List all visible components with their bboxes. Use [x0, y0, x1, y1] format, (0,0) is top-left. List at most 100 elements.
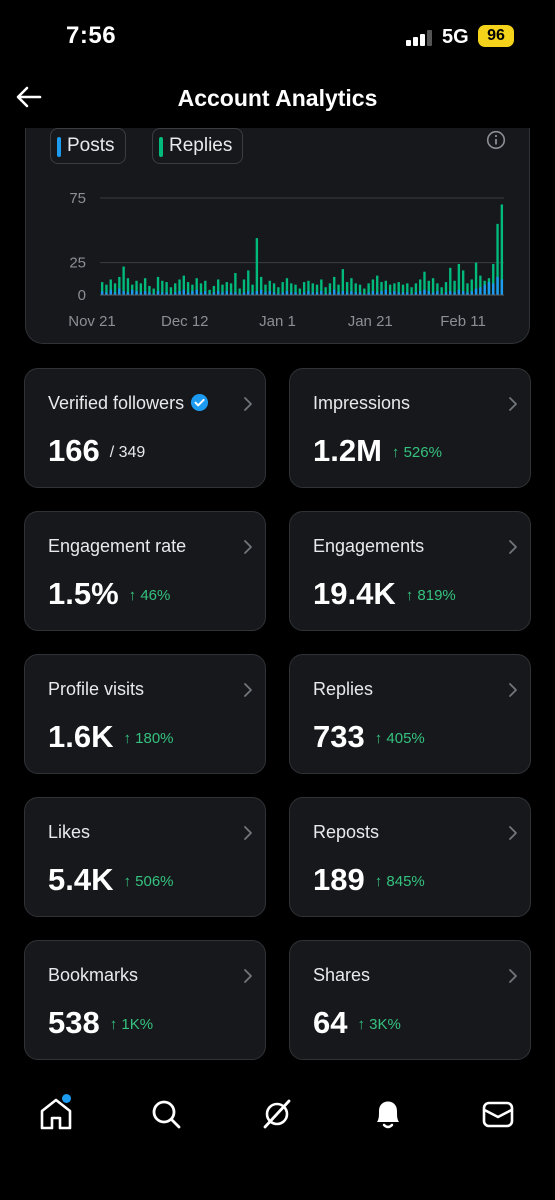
posts-bar — [242, 292, 246, 295]
posts-bar — [302, 292, 306, 295]
replies-bar — [496, 223, 499, 295]
posts-bar — [479, 287, 482, 295]
posts-bar — [281, 292, 284, 295]
replies-bar — [358, 284, 362, 295]
chevron-right-icon — [509, 826, 517, 840]
legend-replies-chip[interactable]: Replies — [152, 128, 244, 164]
info-icon[interactable] — [486, 130, 506, 150]
chevron-right-icon — [244, 397, 252, 411]
stat-card[interactable]: Profile visits 1.6K ↑ 180% — [24, 654, 266, 774]
posts-bar — [251, 292, 254, 295]
stat-card[interactable]: Engagements 19.4K ↑ 819% — [289, 511, 531, 631]
stat-delta: ↑ 3K% — [357, 1016, 401, 1033]
stat-card[interactable]: Verified followers 166 / 349 — [24, 368, 266, 488]
replies-bar — [294, 284, 297, 295]
stat-value: 64 ↑ 3K% — [313, 1005, 401, 1041]
back-arrow-icon[interactable] — [14, 82, 44, 112]
posts-bar — [431, 292, 435, 295]
replies-bar — [195, 278, 198, 295]
replies-bar — [113, 283, 117, 295]
search-icon[interactable] — [146, 1094, 186, 1134]
replies-bar — [302, 282, 306, 295]
stat-label-text: Shares — [313, 965, 371, 985]
posts-bar — [384, 289, 387, 295]
posts-bar — [152, 293, 155, 295]
legend-posts-chip[interactable]: Posts — [50, 128, 126, 164]
replies-bar — [208, 289, 211, 295]
replies-bar — [143, 278, 147, 295]
posts-bar — [290, 292, 293, 295]
posts-bar — [126, 292, 130, 295]
status-bar: 7:56 5G 96 — [0, 0, 555, 70]
status-time: 7:56 — [66, 22, 117, 49]
replies-bar — [457, 263, 461, 295]
stat-label: Replies — [313, 679, 373, 700]
stat-delta: ↑ 405% — [374, 730, 425, 747]
stat-card[interactable]: Likes 5.4K ↑ 506% — [24, 797, 266, 917]
stat-label: Reposts — [313, 822, 379, 843]
replies-bar — [247, 270, 250, 295]
posts-bar — [122, 291, 125, 295]
posts-bar — [436, 291, 439, 295]
chevron-right-icon — [509, 683, 517, 697]
replies-bar — [397, 282, 400, 295]
stat-card[interactable]: Impressions 1.2M ↑ 526% — [289, 368, 531, 488]
x-tick-label: Jan 1 — [259, 313, 296, 330]
replies-bar — [470, 279, 473, 295]
replies-bar — [242, 279, 246, 295]
x-tick-label: Jan 21 — [348, 313, 393, 330]
posts-bar — [221, 292, 224, 295]
replies-bar — [161, 280, 164, 295]
stat-card[interactable]: Shares 64 ↑ 3K% — [289, 940, 531, 1060]
posts-bar — [148, 292, 151, 295]
posts-bar — [461, 291, 465, 295]
stat-card[interactable]: Replies 733 ↑ 405% — [289, 654, 531, 774]
home-icon[interactable] — [36, 1094, 76, 1134]
posts-bar — [324, 293, 327, 295]
replies-bar — [148, 285, 151, 295]
stat-label-text: Profile visits — [48, 679, 145, 699]
posts-bar — [268, 291, 271, 295]
stat-card[interactable]: Bookmarks 538 ↑ 1K% — [24, 940, 266, 1060]
posts-bar — [238, 293, 241, 295]
posts-bar — [105, 292, 108, 295]
posts-bar — [333, 289, 336, 295]
stat-value-text: 538 — [48, 1005, 100, 1040]
grok-icon[interactable] — [257, 1094, 297, 1134]
replies-bar — [152, 288, 155, 295]
replies-bar — [259, 276, 263, 295]
replies-bar — [311, 283, 314, 295]
posts-bar — [255, 291, 259, 295]
stat-label: Bookmarks — [48, 965, 138, 986]
stat-card[interactable]: Reposts 189 ↑ 845% — [289, 797, 531, 917]
posts-bar — [419, 291, 422, 295]
posts-bar — [277, 293, 280, 295]
replies-bar — [174, 283, 177, 295]
battery-indicator: 96 — [478, 25, 514, 47]
replies-bar — [221, 284, 224, 295]
posts-bar — [397, 292, 400, 295]
posts-bar — [492, 283, 495, 295]
bell-icon[interactable] — [368, 1094, 408, 1134]
activity-chart-card: Posts Replies 75 25 0 Nov 21 Dec 12 Jan 1 Jan … — [25, 110, 530, 344]
replies-bar — [401, 284, 405, 295]
posts-bar — [229, 292, 233, 295]
posts-bar — [444, 292, 448, 295]
replies-bar — [139, 283, 143, 295]
stat-value-text: 19.4K — [313, 576, 396, 611]
mail-icon[interactable] — [478, 1094, 518, 1134]
posts-bar — [423, 289, 426, 295]
posts-bar — [328, 292, 332, 295]
stat-card[interactable]: Engagement rate 1.5% ↑ 46% — [24, 511, 266, 631]
replies-bar — [431, 278, 435, 295]
replies-bar — [272, 283, 276, 295]
replies-bar — [307, 280, 310, 295]
posts-bar — [363, 293, 366, 295]
posts-bar — [350, 291, 353, 295]
y-tick-label: 25 — [69, 255, 86, 272]
posts-bar — [466, 292, 469, 295]
stat-value-text: 1.5% — [48, 576, 119, 611]
replies-bar — [492, 263, 495, 295]
posts-bar — [186, 292, 190, 295]
stat-delta: ↑ 819% — [405, 587, 456, 604]
